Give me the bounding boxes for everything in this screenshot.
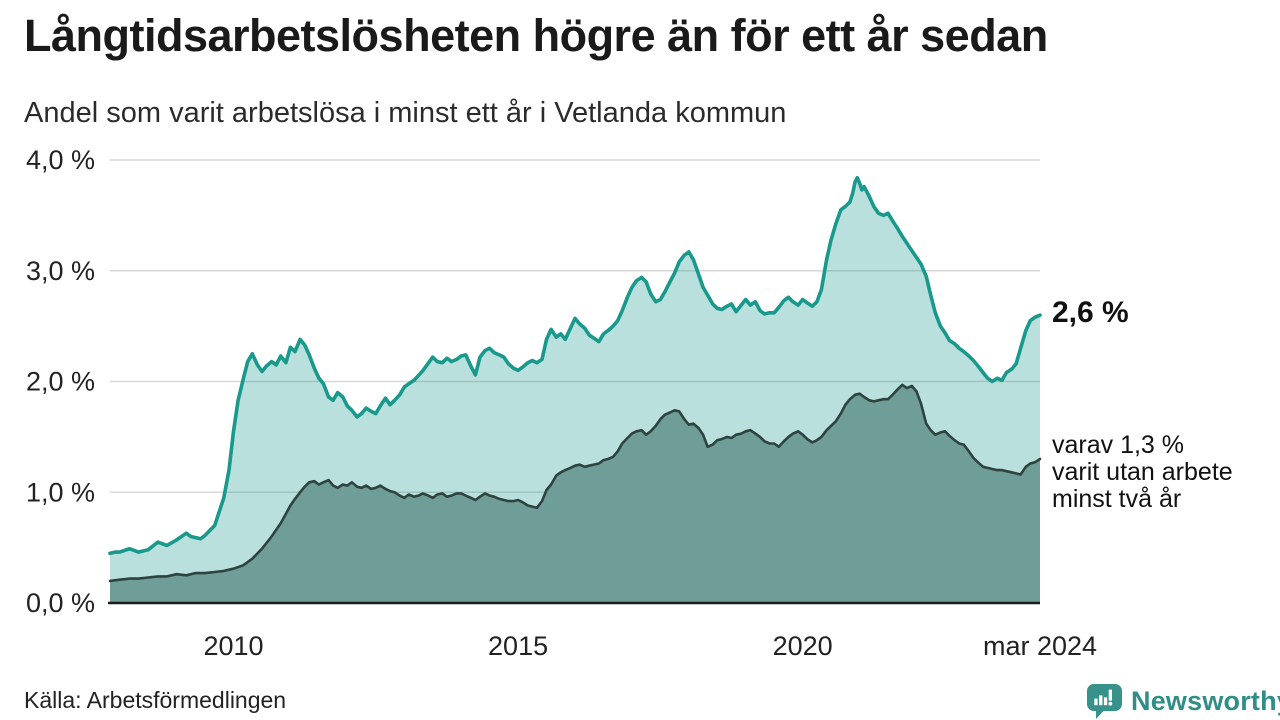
secondary-value-line: varav 1,3 % bbox=[1052, 431, 1185, 459]
newsworthy-logo: Newsworthy bbox=[1085, 682, 1280, 720]
y-tick-label: 1,0 % bbox=[26, 477, 95, 507]
y-tick-label: 0,0 % bbox=[26, 588, 95, 618]
x-tick-label: 2020 bbox=[773, 631, 833, 661]
source-attribution: Källa: Arbetsförmedlingen bbox=[24, 687, 287, 713]
x-tick-label: 2015 bbox=[488, 631, 548, 661]
line-series-0 bbox=[108, 175, 1042, 555]
secondary-value-label: varav 1,3 % varit utan arbete minst två … bbox=[1052, 432, 1233, 513]
y-tick-label: 2,0 % bbox=[26, 367, 95, 397]
line-series-1 bbox=[108, 383, 1042, 583]
x-tick-label: mar 2024 bbox=[983, 631, 1097, 661]
latest-value-label: 2,6 % bbox=[1052, 296, 1129, 329]
brand-name: Newsworthy bbox=[1131, 685, 1280, 716]
secondary-value-line: varit utan arbete bbox=[1052, 458, 1233, 486]
page-title: Långtidsarbetslösheten högre än för ett … bbox=[24, 10, 1048, 61]
x-tick-label: 2010 bbox=[203, 631, 263, 661]
chart-subtitle: Andel som varit arbetslösa i minst ett å… bbox=[24, 97, 787, 129]
secondary-value-line: minst två år bbox=[1052, 485, 1182, 513]
newsworthy-bubble-chart-icon bbox=[1087, 683, 1122, 719]
y-tick-label: 3,0 % bbox=[26, 256, 95, 286]
y-tick-label: 4,0 % bbox=[26, 145, 95, 175]
